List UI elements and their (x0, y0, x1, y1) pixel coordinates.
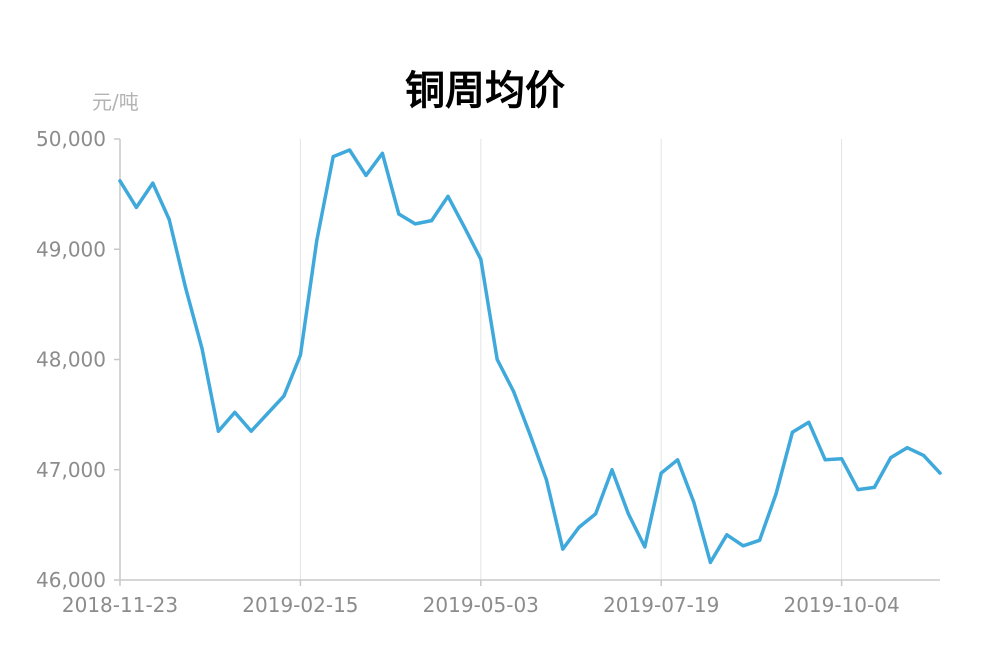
x-tick-label: 2019-10-04 (783, 593, 899, 617)
data-point (151, 181, 155, 185)
data-point (922, 453, 926, 458)
data-point (807, 420, 811, 424)
y-tick-label: 50,000 (36, 127, 106, 151)
data-point (561, 547, 565, 551)
data-point (462, 225, 466, 229)
data-point (134, 205, 138, 209)
data-point (758, 538, 762, 542)
data-point (298, 353, 302, 357)
data-point (413, 222, 417, 226)
data-point (315, 238, 319, 243)
data-point (216, 429, 220, 433)
data-point (364, 173, 368, 177)
x-tick-label: 2019-05-03 (423, 593, 539, 617)
data-point (348, 148, 352, 152)
data-point (626, 512, 631, 516)
data-point (676, 458, 680, 462)
data-point (790, 430, 795, 434)
data-point (266, 411, 270, 416)
data-point (594, 512, 598, 516)
data-point (708, 560, 713, 564)
data-point (643, 545, 647, 549)
data-point (380, 151, 384, 155)
data-point (610, 468, 614, 472)
chart-title: 铜周均价 (405, 68, 565, 114)
data-point (692, 501, 696, 505)
data-point (856, 487, 860, 492)
x-tick-label: 2019-02-15 (242, 593, 358, 617)
data-point (167, 217, 171, 222)
data-point (397, 212, 401, 216)
data-point (823, 458, 827, 462)
series-layer (118, 148, 942, 565)
series-line (118, 148, 942, 565)
x-tick-label: 2019-07-19 (603, 593, 719, 617)
data-point (938, 471, 942, 475)
y-tick-label: 46,000 (36, 568, 106, 592)
data-point (905, 446, 909, 450)
data-point (282, 394, 286, 398)
data-point (118, 179, 122, 183)
data-point (577, 525, 581, 529)
x-tick-labels: 2018-11-23 2019-02-15 2019-05-03 2019-07-19… (62, 580, 900, 617)
y-tick-labels: 50,000 49,000 48,000 47,000 46,000 (36, 127, 120, 592)
data-point (184, 286, 188, 290)
data-point (774, 492, 778, 496)
data-point (200, 346, 204, 351)
data-point (741, 544, 745, 548)
data-point (544, 478, 549, 482)
data-point (659, 471, 663, 475)
data-point (233, 410, 237, 415)
data-point (511, 389, 516, 394)
y-tick-label: 48,000 (36, 348, 106, 372)
data-point (528, 432, 532, 437)
y-tick-label: 47,000 (36, 458, 106, 482)
data-point (725, 533, 729, 537)
data-point (840, 457, 844, 461)
grid-lines (299, 139, 843, 580)
y-axis-unit-label: 元/吨 (92, 90, 139, 114)
data-point (872, 485, 877, 489)
data-point (889, 456, 893, 460)
x-tick-label: 2018-11-23 (62, 593, 178, 617)
data-point (479, 257, 483, 261)
data-point (446, 194, 450, 198)
data-point (331, 155, 335, 159)
axes (119, 139, 940, 581)
data-point (249, 429, 253, 433)
data-point (430, 218, 434, 223)
data-point (495, 357, 499, 362)
y-tick-label: 49,000 (36, 237, 106, 261)
